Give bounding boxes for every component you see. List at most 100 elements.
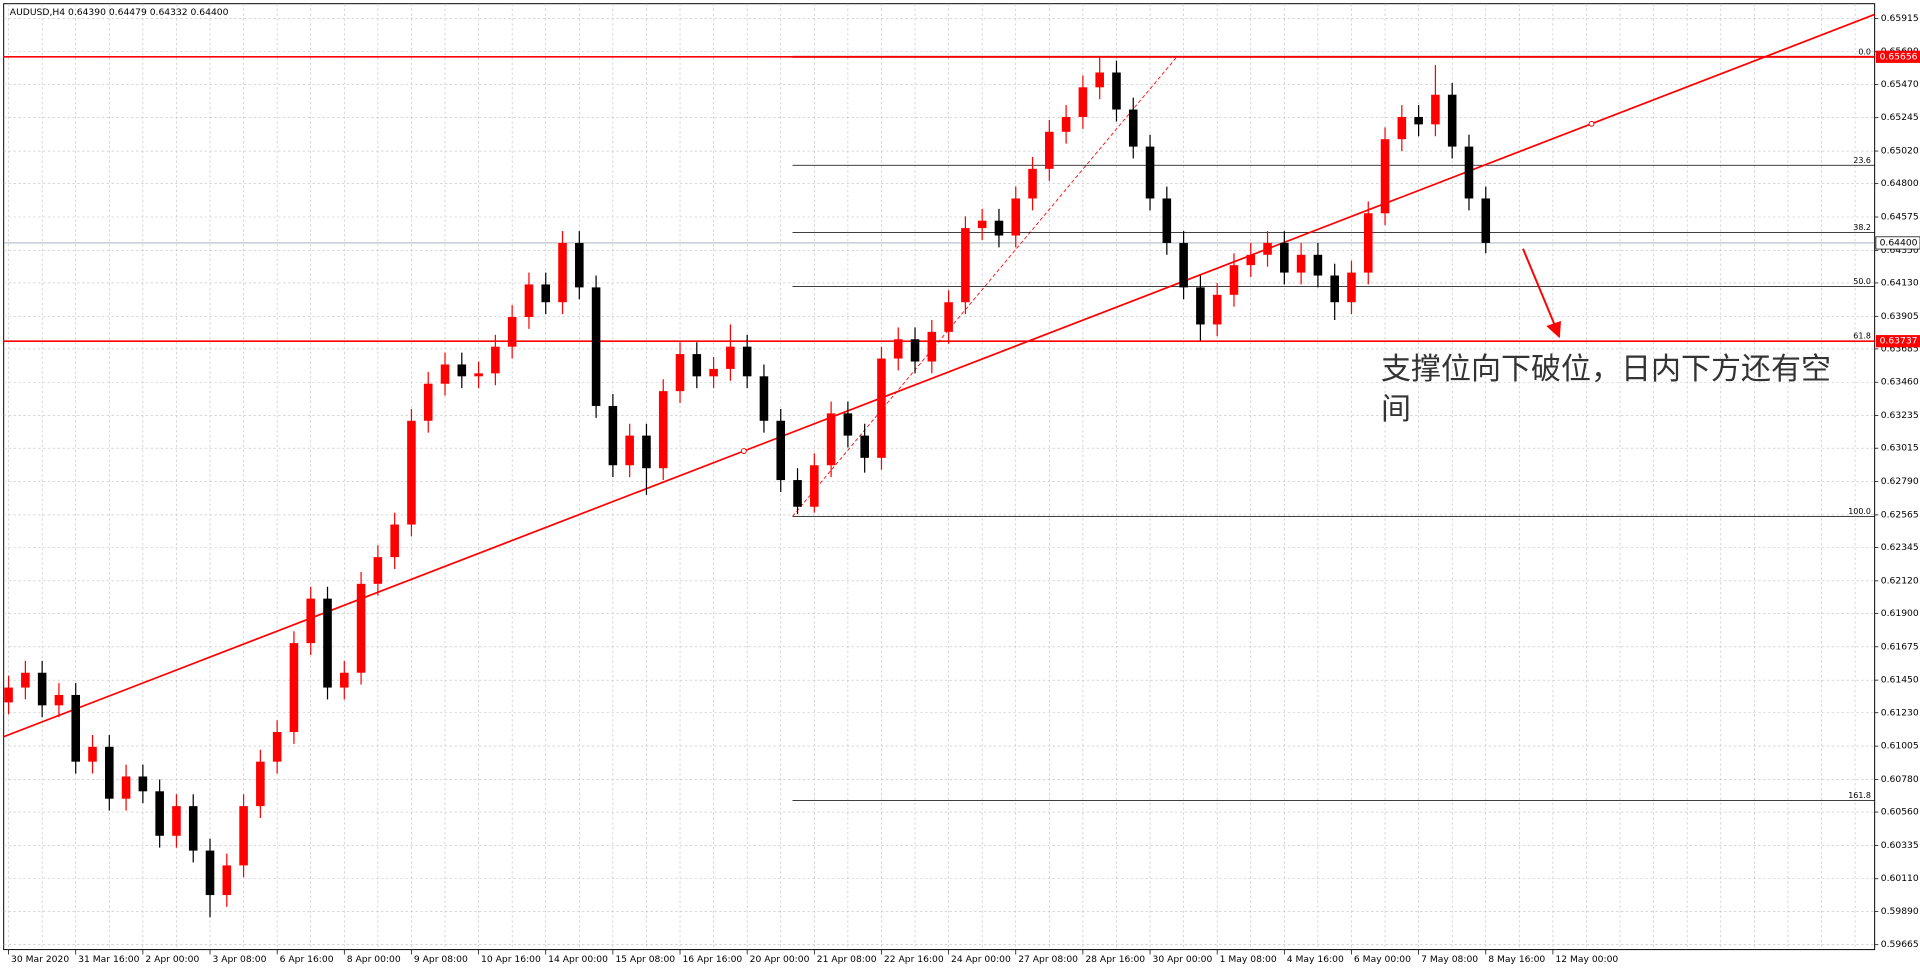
y-tick-label: 0.64130 [1881,277,1919,288]
candle-body [1380,139,1390,214]
candle-body [457,364,467,377]
candle-body [121,776,131,799]
current-price-label: 0.64400 [1880,237,1918,248]
candle-body [222,865,232,896]
candle-body [440,364,450,384]
candle-body [642,435,651,469]
candle-body [541,284,551,303]
candle-body [709,368,718,377]
chart-title: AUDUSD,H4 0.64390 0.64479 0.64332 0.6440… [10,7,229,18]
annotation: 支撑位向下破位，日内下方还有空间 [1381,352,1831,427]
y-tick-label: 0.63015 [1881,443,1919,454]
y-tick-label: 0.60335 [1881,840,1919,851]
trend-line [3,13,1875,738]
candle-body [356,583,366,673]
x-tick-label: 10 Apr 16:00 [481,954,541,965]
candle-body [1481,198,1491,243]
candle-body [1246,254,1256,266]
candle-body [1280,242,1289,273]
candle-body [810,465,819,507]
candle-body [423,383,433,421]
candle-body [88,746,97,762]
candle-body [21,672,30,688]
y-tick-label: 0.61005 [1881,741,1919,752]
fib-level-label: 100.0 [1848,507,1871,516]
candle-body [625,435,634,466]
candle-body [608,405,618,466]
candle-body [1263,242,1272,255]
candle-body [591,287,601,406]
candle-body [826,413,836,466]
candle-body [977,220,987,229]
candle-body [1196,287,1205,325]
candle-body [1296,254,1306,273]
y-tick-label: 0.63685 [1881,343,1919,354]
x-tick-label: 28 Apr 16:00 [1085,954,1145,965]
candle-body [726,346,735,369]
y-tick-label: 0.60110 [1881,873,1919,884]
candle-body [188,806,198,851]
candle-body [289,643,299,733]
x-tick-label: 3 Apr 08:00 [212,954,266,965]
fib-level-label: 50.0 [1853,277,1871,286]
y-tick-label: 0.65245 [1881,112,1919,123]
y-tick-label: 0.65470 [1881,79,1919,90]
x-tick-label: 4 May 16:00 [1287,954,1344,965]
candle-body [373,557,383,584]
candle-body [256,761,265,807]
fib-level-label: 23.6 [1853,156,1871,165]
candle-body [1330,275,1339,303]
candle-body [474,373,483,377]
candle-body [1363,213,1373,273]
fib-level-label: 161.8 [1848,791,1871,800]
candle-body [1162,198,1172,243]
candle-body [961,228,970,303]
price-tag [1875,335,1920,348]
candle-body [407,420,416,525]
candle-body [205,850,215,896]
y-tick-label: 0.64800 [1881,178,1919,189]
trend-anchor [1588,120,1595,127]
y-tick-label: 0.60780 [1881,774,1919,785]
layer: 0.659150.656900.654700.652450.650200.648… [3,13,1920,965]
candle-body [1212,294,1222,325]
candle-body [675,354,685,392]
candle-body [1431,94,1440,125]
x-tick-label: 2 Apr 00:00 [145,954,199,965]
candle-body [658,391,668,469]
candle-body [1229,265,1239,295]
candle-body [323,598,332,688]
candle-body [1397,116,1407,140]
x-tick-label: 14 Apr 00:00 [548,954,608,965]
arrow-shaft [1522,248,1557,329]
candle-body [54,694,64,706]
y-tick-label: 0.62565 [1881,509,1919,520]
candle-body [558,242,567,303]
y-tick-label: 0.61900 [1881,608,1919,619]
price-tag [1875,50,1920,63]
x-tick-label: 8 Apr 00:00 [347,954,401,965]
x-tick-label: 6 Apr 16:00 [280,954,334,965]
candle-body [491,346,500,374]
candle-body [71,694,81,762]
plot-frame [3,3,1876,951]
candle-body [877,358,886,458]
candle-body [1313,254,1323,276]
candle-body [272,732,282,762]
candle-body [910,339,920,362]
x-tick-label: 16 Apr 16:00 [682,954,742,965]
x-tick-label: 21 Apr 08:00 [817,954,877,965]
candle-body [4,687,13,703]
candle-body [1045,131,1054,169]
candle-body [172,806,181,836]
x-tick-label: 30 Mar 2020 [11,954,69,965]
y-tick-label: 0.61675 [1881,641,1919,652]
current-price-tag [1875,236,1920,250]
candle-body [1028,168,1037,199]
y-tick-label: 0.63905 [1881,311,1919,322]
price-tag-label: 0.63737 [1880,336,1918,347]
candle-body [1414,116,1423,125]
y-tick-label: 0.62120 [1881,575,1919,586]
candle-body [843,413,853,436]
